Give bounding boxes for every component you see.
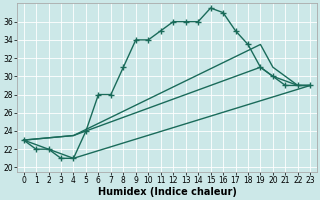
X-axis label: Humidex (Indice chaleur): Humidex (Indice chaleur)	[98, 187, 236, 197]
